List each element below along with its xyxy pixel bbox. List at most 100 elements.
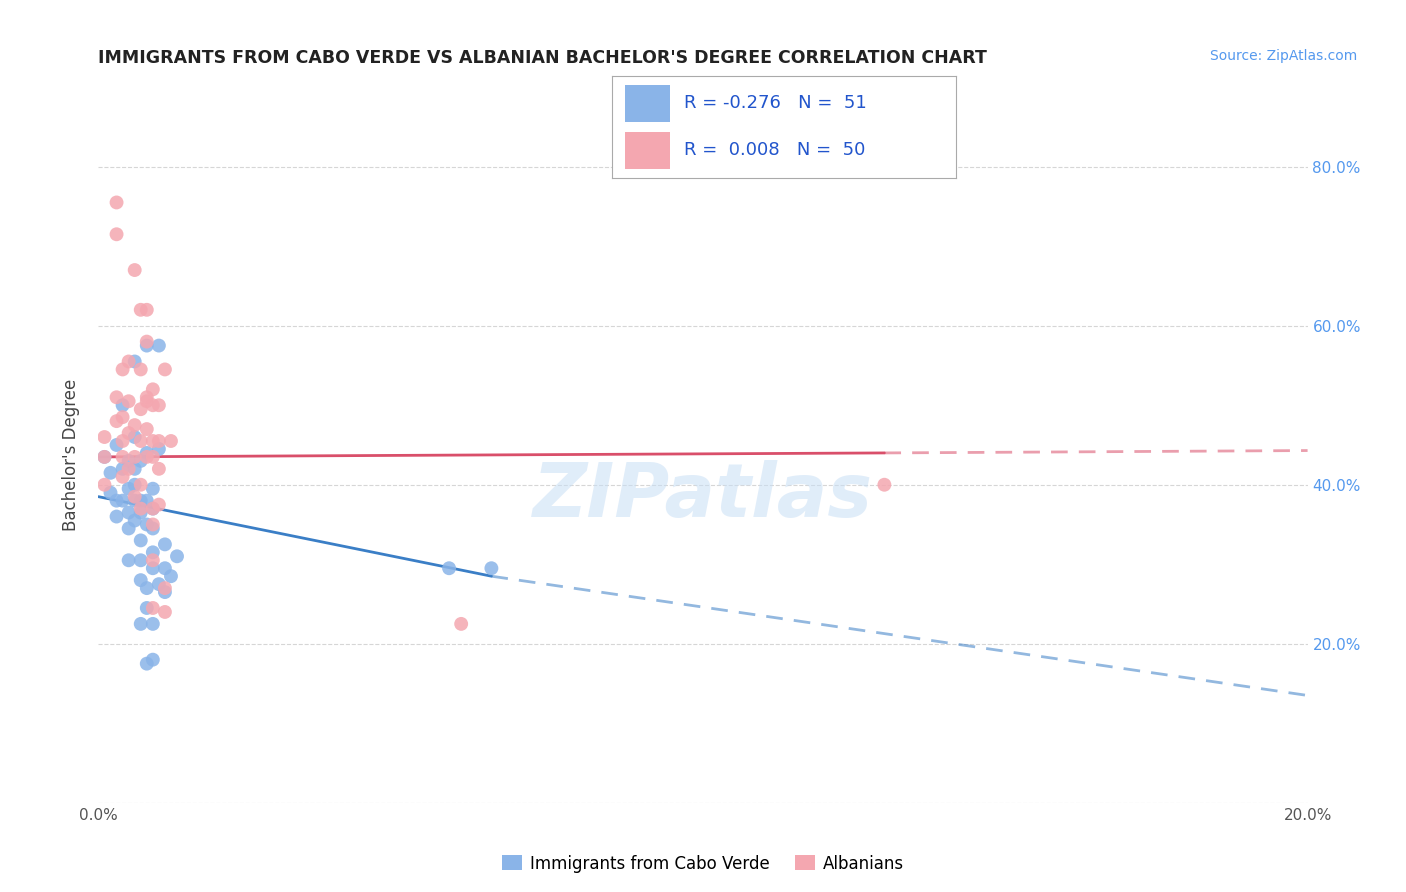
Point bbox=[105, 438, 128, 452]
Point bbox=[153, 362, 176, 376]
Point bbox=[437, 561, 460, 575]
Point bbox=[111, 410, 134, 425]
Point bbox=[135, 334, 157, 349]
Point bbox=[135, 446, 157, 460]
Point bbox=[93, 450, 115, 464]
Point bbox=[118, 354, 141, 368]
Point bbox=[124, 418, 146, 433]
Point bbox=[105, 227, 128, 242]
Point bbox=[135, 493, 157, 508]
Point bbox=[135, 390, 157, 404]
Point bbox=[100, 466, 122, 480]
Point bbox=[142, 545, 165, 559]
Point bbox=[129, 434, 152, 448]
Point bbox=[135, 450, 157, 464]
Point bbox=[118, 482, 141, 496]
Point bbox=[148, 577, 170, 591]
Point bbox=[111, 362, 134, 376]
Text: IMMIGRANTS FROM CABO VERDE VS ALBANIAN BACHELOR'S DEGREE CORRELATION CHART: IMMIGRANTS FROM CABO VERDE VS ALBANIAN B… bbox=[98, 49, 987, 67]
Point bbox=[124, 450, 146, 464]
Point bbox=[111, 450, 134, 464]
Point bbox=[124, 263, 146, 277]
Point bbox=[129, 477, 152, 491]
Point bbox=[93, 430, 115, 444]
Text: R = -0.276   N =  51: R = -0.276 N = 51 bbox=[683, 94, 866, 112]
Point bbox=[105, 493, 128, 508]
Point bbox=[129, 616, 152, 631]
Point bbox=[129, 402, 152, 417]
Point bbox=[124, 477, 146, 491]
Point bbox=[135, 422, 157, 436]
Point bbox=[160, 434, 183, 448]
Point bbox=[135, 302, 157, 317]
Point bbox=[153, 585, 176, 599]
Text: ZIPatlas: ZIPatlas bbox=[533, 460, 873, 533]
Point bbox=[129, 454, 152, 468]
Point bbox=[111, 493, 134, 508]
Point bbox=[118, 394, 141, 409]
Point bbox=[142, 521, 165, 535]
Point bbox=[481, 561, 503, 575]
Point bbox=[129, 501, 152, 516]
Point bbox=[873, 477, 896, 491]
Point bbox=[124, 514, 146, 528]
Point bbox=[135, 338, 157, 352]
Point bbox=[105, 195, 128, 210]
Point bbox=[129, 362, 152, 376]
Text: R =  0.008   N =  50: R = 0.008 N = 50 bbox=[683, 141, 865, 159]
Point bbox=[142, 561, 165, 575]
Point bbox=[142, 653, 165, 667]
Point bbox=[153, 561, 176, 575]
Point bbox=[135, 517, 157, 532]
Point bbox=[142, 616, 165, 631]
Point bbox=[142, 434, 165, 448]
Point bbox=[142, 501, 165, 516]
FancyBboxPatch shape bbox=[626, 132, 671, 169]
Point bbox=[135, 657, 157, 671]
Point bbox=[160, 569, 183, 583]
Point bbox=[148, 442, 170, 456]
Point bbox=[124, 462, 146, 476]
Point bbox=[105, 414, 128, 428]
Point bbox=[111, 398, 134, 412]
Point bbox=[142, 501, 165, 516]
Point bbox=[135, 581, 157, 595]
Point bbox=[153, 581, 176, 595]
Point bbox=[129, 493, 152, 508]
Point bbox=[153, 605, 176, 619]
Point bbox=[111, 434, 134, 448]
Point bbox=[450, 616, 472, 631]
Text: Source: ZipAtlas.com: Source: ZipAtlas.com bbox=[1209, 49, 1357, 63]
Point bbox=[118, 462, 141, 476]
Point bbox=[142, 553, 165, 567]
Point bbox=[118, 454, 141, 468]
Point bbox=[129, 553, 152, 567]
Point bbox=[142, 601, 165, 615]
Point bbox=[105, 390, 128, 404]
Point bbox=[148, 398, 170, 412]
Point bbox=[148, 434, 170, 448]
FancyBboxPatch shape bbox=[626, 85, 671, 122]
Point bbox=[129, 533, 152, 548]
Point bbox=[135, 394, 157, 409]
Point bbox=[93, 477, 115, 491]
Point bbox=[153, 537, 176, 551]
Point bbox=[148, 462, 170, 476]
Point bbox=[124, 490, 146, 504]
Point bbox=[148, 498, 170, 512]
Point bbox=[124, 493, 146, 508]
Point bbox=[142, 482, 165, 496]
Point bbox=[93, 450, 115, 464]
Point bbox=[129, 506, 152, 520]
Point bbox=[129, 573, 152, 587]
Point bbox=[124, 354, 146, 368]
Point bbox=[148, 338, 170, 352]
Point bbox=[129, 302, 152, 317]
Point bbox=[142, 450, 165, 464]
Point bbox=[118, 553, 141, 567]
Point bbox=[118, 506, 141, 520]
Point bbox=[124, 430, 146, 444]
Point bbox=[111, 462, 134, 476]
Point bbox=[118, 521, 141, 535]
Point bbox=[166, 549, 188, 564]
